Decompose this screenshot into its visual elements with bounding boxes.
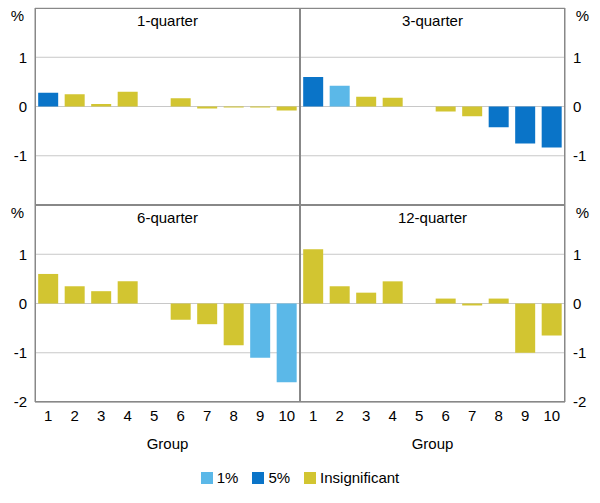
svg-text:1: 1 [573, 246, 581, 263]
svg-text:9: 9 [256, 407, 264, 424]
svg-text:9: 9 [521, 407, 529, 424]
svg-text:4: 4 [124, 407, 132, 424]
svg-text:4: 4 [389, 407, 397, 424]
html-text:6-quarter: 6-quarter [137, 209, 198, 226]
html-text:5%: 5% [268, 469, 291, 486]
svg-text:5: 5 [415, 407, 423, 424]
svg-text:-1: -1 [573, 344, 586, 361]
svg-text:0: 0 [573, 295, 581, 312]
svg-text:-1: -1 [14, 344, 27, 361]
svg-text:-1: -1 [573, 147, 586, 164]
svg-text:3: 3 [97, 407, 105, 424]
svg-text:2: 2 [71, 407, 79, 424]
svg-text:0: 0 [573, 98, 581, 115]
svg-text:-1: -1 [14, 147, 27, 164]
svg-text:10: 10 [543, 407, 560, 424]
svg-text:7: 7 [203, 407, 211, 424]
svg-text:7: 7 [468, 407, 476, 424]
svg-text:0: 0 [19, 98, 27, 115]
html-text:12-quarter: 12-quarter [397, 209, 468, 226]
html-text:3-quarter: 3-quarter [402, 12, 463, 29]
svg-text:6: 6 [442, 407, 450, 424]
svg-text:1: 1 [573, 49, 581, 66]
svg-text:Group: Group [412, 435, 454, 452]
svg-text:3: 3 [362, 407, 370, 424]
svg-text:1: 1 [44, 407, 52, 424]
svg-text:1: 1 [19, 49, 27, 66]
svg-text:8: 8 [230, 407, 238, 424]
html-text:1%: 1% [216, 469, 239, 486]
svg-text:0: 0 [19, 295, 27, 312]
svg-text:6: 6 [177, 407, 185, 424]
html-text:Insignificant: Insignificant [320, 469, 400, 486]
svg-text:1: 1 [19, 246, 27, 263]
svg-text:2: 2 [336, 407, 344, 424]
svg-text:-2: -2 [573, 393, 586, 410]
svg-text:1: 1 [309, 407, 317, 424]
svg-text:Group: Group [147, 435, 189, 452]
svg-text:10: 10 [278, 407, 295, 424]
svg-text:8: 8 [495, 407, 503, 424]
svg-text:5: 5 [150, 407, 158, 424]
html-text:1-quarter: 1-quarter [137, 12, 198, 29]
svg-text:-2: -2 [14, 393, 27, 410]
